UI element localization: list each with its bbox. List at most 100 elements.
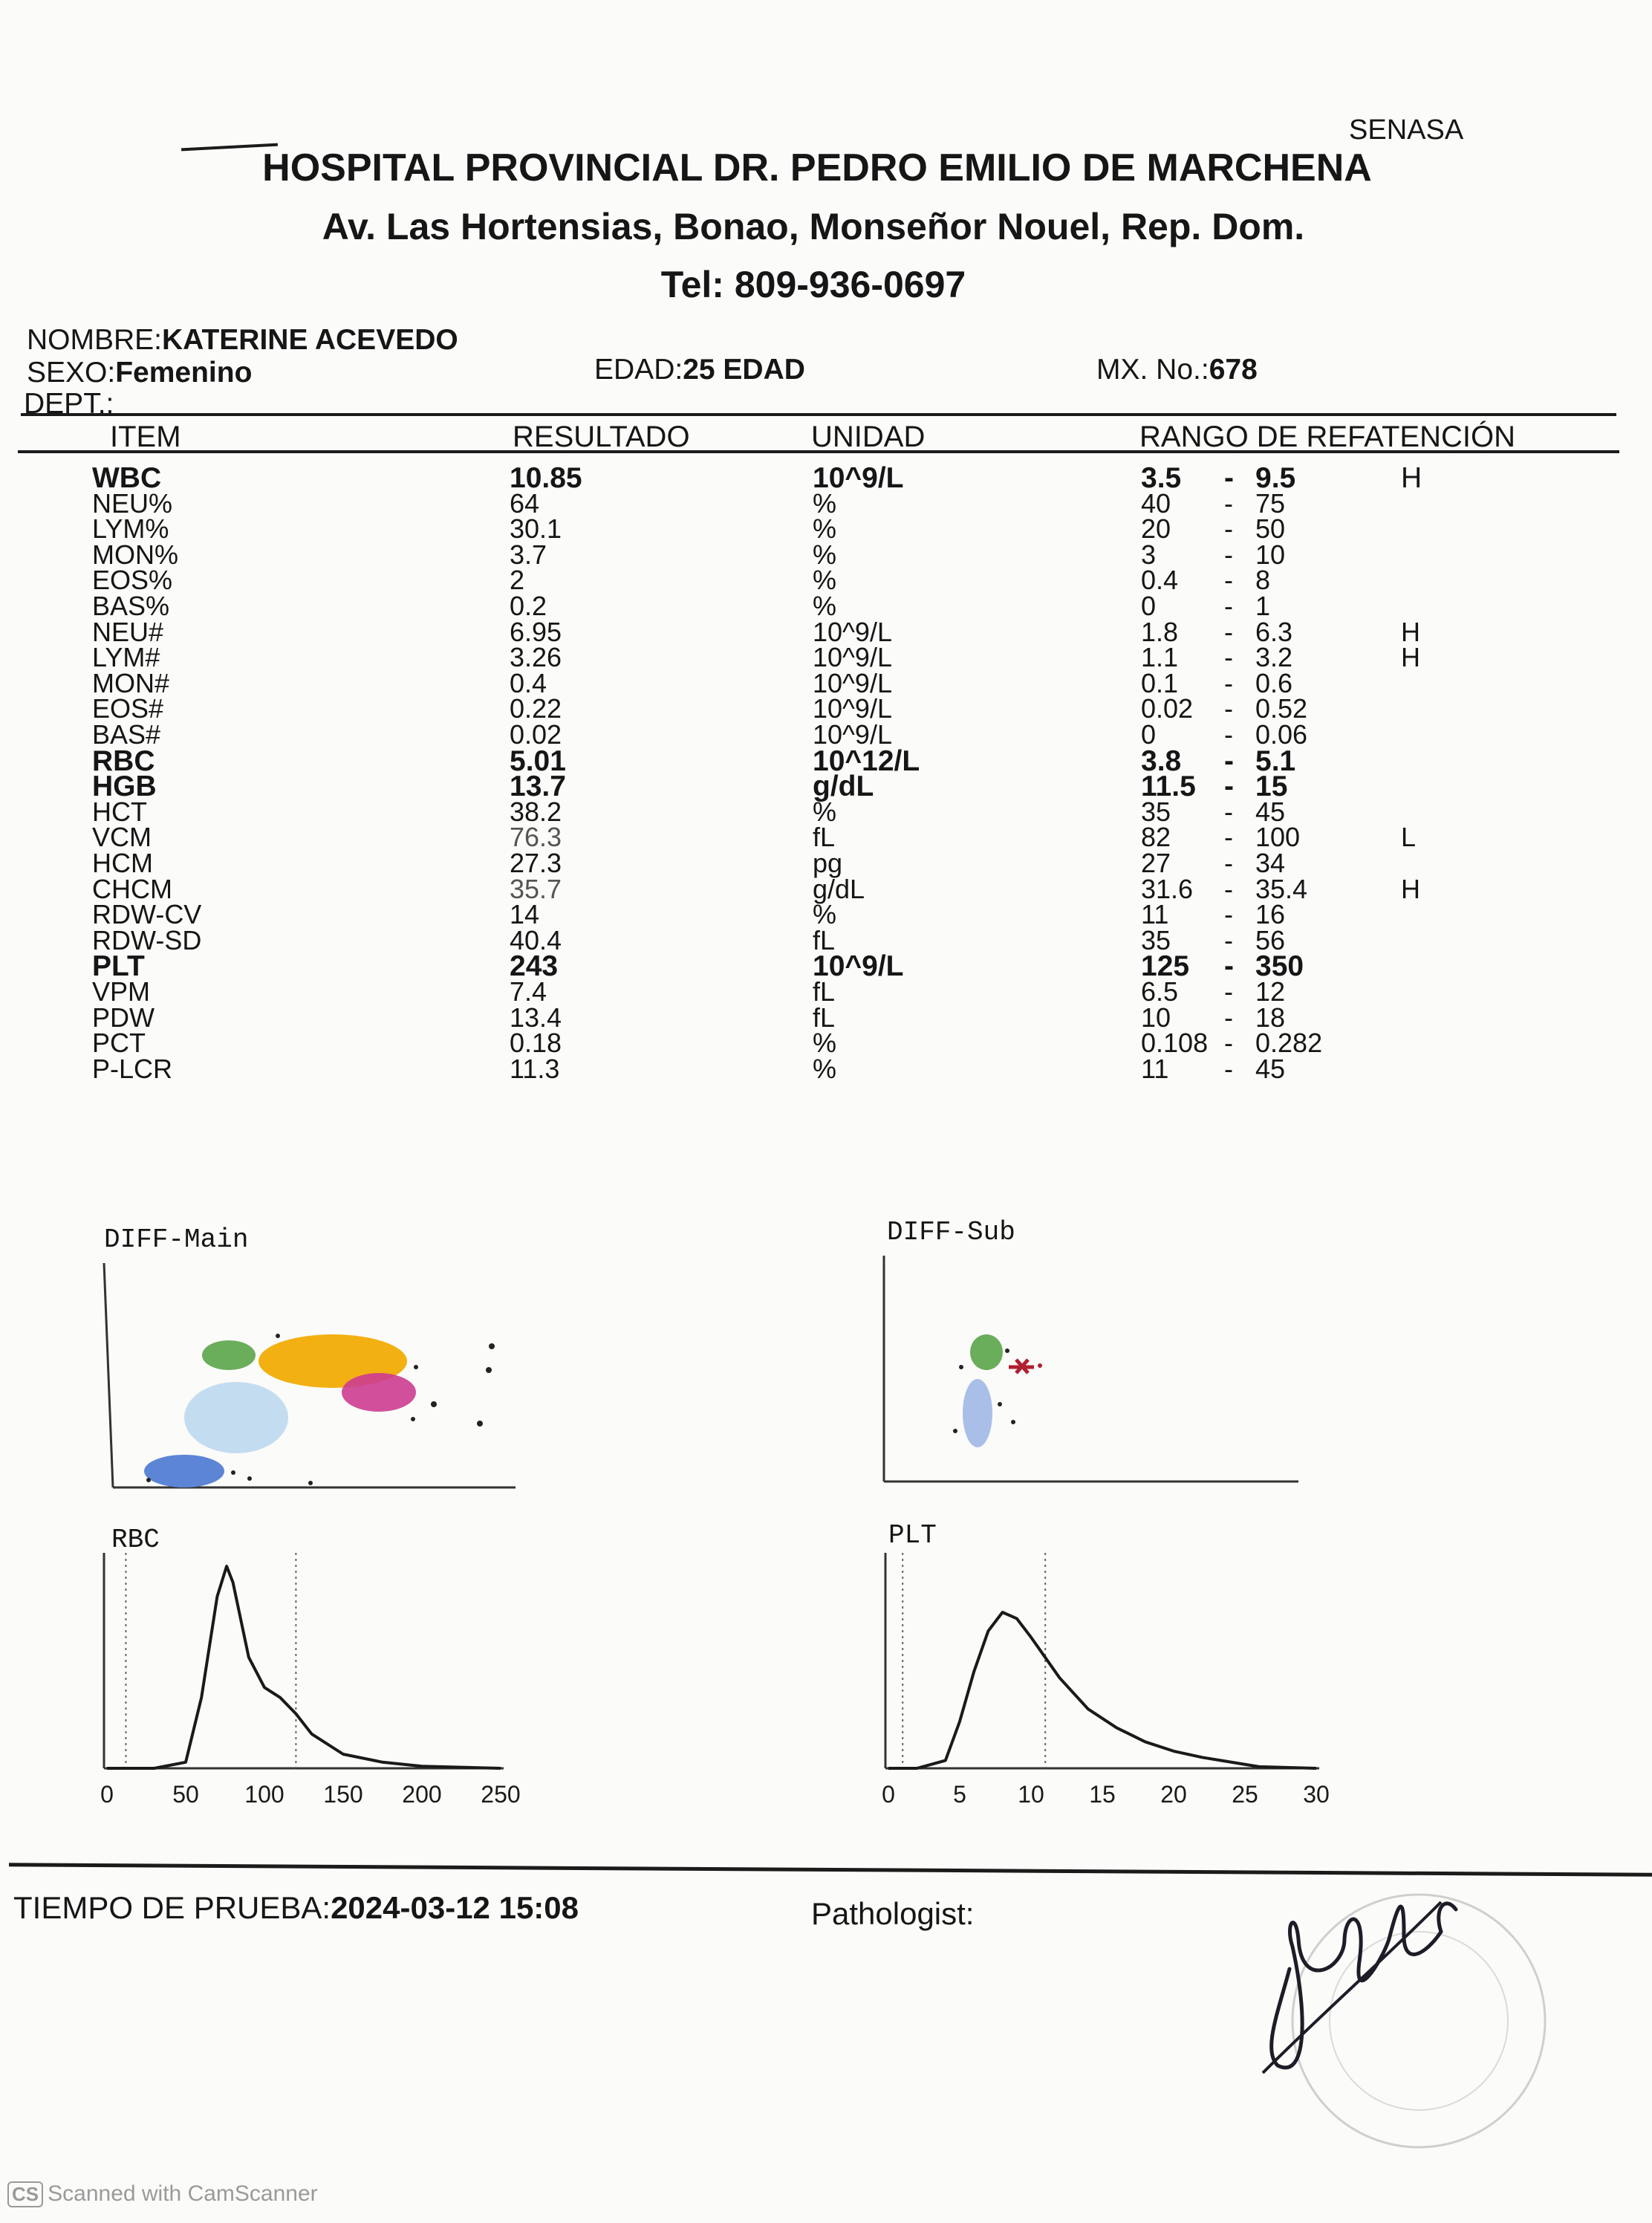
row-flag: H	[1401, 642, 1420, 673]
row-range-high: 75	[1255, 487, 1286, 519]
row-range-dash: -	[1224, 770, 1234, 803]
camscanner-logo: CS	[7, 2181, 44, 2207]
row-unit: %	[813, 487, 837, 519]
row-range-low: 0.1	[1141, 667, 1179, 698]
hist-curve	[888, 1611, 1317, 1770]
row-range-high: 34	[1255, 848, 1286, 878]
edad-value: 25 EDAD	[683, 354, 805, 386]
patient-sex: SEXO:Femenino	[27, 357, 252, 389]
row-range-high: 3.2	[1255, 642, 1293, 673]
row-result: 27.3	[510, 848, 562, 878]
row-range-high: 0.52	[1255, 693, 1308, 724]
row-unit: %	[813, 565, 837, 596]
row-range-low: 1.1	[1141, 642, 1179, 673]
scatter-dot	[308, 1481, 313, 1485]
row-unit: %	[813, 591, 837, 621]
mon-cluster	[184, 1382, 288, 1453]
row-range-low: 3	[1141, 539, 1157, 570]
table-row: CHCM 35.7 g/dL 31.6 - 35.4 H	[0, 873, 1652, 904]
row-range-high: 12	[1255, 976, 1286, 1007]
row-item: HGB	[92, 770, 157, 803]
hist-tick-label: 15	[1089, 1781, 1116, 1808]
row-range-low: 0.02	[1141, 693, 1194, 724]
row-range-high: 45	[1255, 1053, 1286, 1084]
hist-tick-label: 0	[882, 1781, 895, 1808]
row-result: 64	[510, 487, 540, 519]
senasa-label: SENASA	[1349, 114, 1464, 146]
scatter-dot	[477, 1421, 483, 1427]
hist-tick-label: 50	[172, 1781, 199, 1808]
nombre-value: KATERINE ACEVEDO	[162, 324, 458, 356]
sexo-value: Femenino	[115, 357, 253, 389]
rbc-hist-label: RBC	[111, 1525, 160, 1555]
row-unit: 10^9/L	[813, 693, 892, 724]
row-unit: 10^9/L	[813, 667, 892, 698]
col-header-item: ITEM	[110, 421, 181, 453]
row-range-dash: -	[1224, 924, 1233, 955]
table-row: PDW 13.4 fL 10 - 18	[0, 1002, 1652, 1033]
col-header-unidad: UNIDAD	[811, 421, 926, 453]
row-range-dash: -	[1224, 565, 1233, 596]
row-range-low: 31.6	[1141, 873, 1194, 904]
row-flag: L	[1401, 822, 1417, 853]
hist-tick-label: 100	[244, 1781, 284, 1808]
row-item: HCT	[92, 796, 147, 827]
row-flag: H	[1401, 873, 1420, 904]
row-item: LYM%	[92, 513, 169, 545]
pathologist-signature	[1261, 1901, 1458, 2074]
row-unit: fL	[813, 924, 836, 955]
row-range-dash: -	[1224, 950, 1234, 983]
hist-tick-label: 25	[1232, 1781, 1258, 1808]
row-item: EOS%	[92, 565, 173, 596]
row-item: LYM#	[92, 642, 160, 673]
row-range-high: 1	[1255, 591, 1271, 621]
plt-hist-label: PLT	[888, 1520, 937, 1551]
row-unit: pg	[813, 848, 843, 878]
row-range-dash: -	[1224, 462, 1234, 494]
row-result: 7.4	[510, 976, 547, 1007]
row-range-dash: -	[1224, 848, 1233, 878]
row-result: 13.7	[510, 770, 566, 803]
row-range-high: 15	[1255, 770, 1288, 803]
row-range-dash: -	[1224, 487, 1233, 519]
row-unit: 10^9/L	[813, 616, 892, 647]
row-item: BAS#	[92, 719, 161, 750]
row-unit: 10^9/L	[813, 642, 892, 673]
scatter-dot	[998, 1402, 1002, 1406]
table-row: NEU# 6.95 10^9/L 1.8 - 6.3 H	[0, 616, 1652, 647]
edad-label: EDAD:	[594, 354, 683, 386]
row-item: VCM	[92, 822, 152, 853]
diff-main-scatter	[103, 1262, 516, 1489]
rbc-histogram: 0 50 100 150 200 250	[100, 1553, 521, 1808]
diff-main-label: DIFF-Main	[104, 1224, 249, 1255]
table-row: NEU% 64 % 40 - 75	[0, 487, 1652, 519]
nombre-label: NOMBRE:	[27, 324, 163, 356]
row-item: NEU#	[92, 616, 164, 647]
row-result: 0.4	[510, 667, 547, 698]
table-row: VCM 76.3 fL 82 - 100 L	[0, 822, 1652, 853]
table-row: MON# 0.4 10^9/L 0.1 - 0.6	[0, 668, 1652, 698]
hospital-address: Av. Las Hortensias, Bonao, Monseñor Noue…	[322, 206, 1305, 247]
patient-name: NOMBRE:KATERINE ACEVEDO	[27, 324, 458, 357]
patient-age: EDAD:25 EDAD	[594, 354, 805, 386]
row-range-high: 9.5	[1255, 462, 1296, 494]
row-item: HCM	[92, 848, 153, 878]
row-range-dash: -	[1224, 1028, 1233, 1059]
table-row: HGB 13.7 g/dL 11.5 - 15	[0, 770, 1652, 803]
row-range-low: 11.5	[1141, 770, 1196, 803]
row-unit: g/dL	[813, 770, 874, 803]
row-range-dash: -	[1224, 693, 1233, 724]
scatter-dot	[411, 1417, 415, 1421]
row-result: 3.7	[510, 539, 547, 570]
table-row: EOS% 2 % 0.4 - 8	[0, 565, 1652, 596]
divider-top	[21, 413, 1616, 416]
row-range-low: 6.5	[1141, 976, 1179, 1007]
table-row: RDW-CV 14 % 11 - 16	[0, 899, 1652, 929]
row-flag: H	[1401, 462, 1422, 494]
row-range-high: 0.282	[1255, 1028, 1323, 1059]
row-range-high: 45	[1255, 796, 1286, 827]
row-result: 76.3	[510, 822, 562, 853]
diff-sub-label: DIFF-Sub	[887, 1217, 1015, 1247]
row-range-dash: -	[1224, 744, 1234, 777]
table-row: EOS# 0.22 10^9/L 0.02 - 0.52	[0, 693, 1652, 724]
